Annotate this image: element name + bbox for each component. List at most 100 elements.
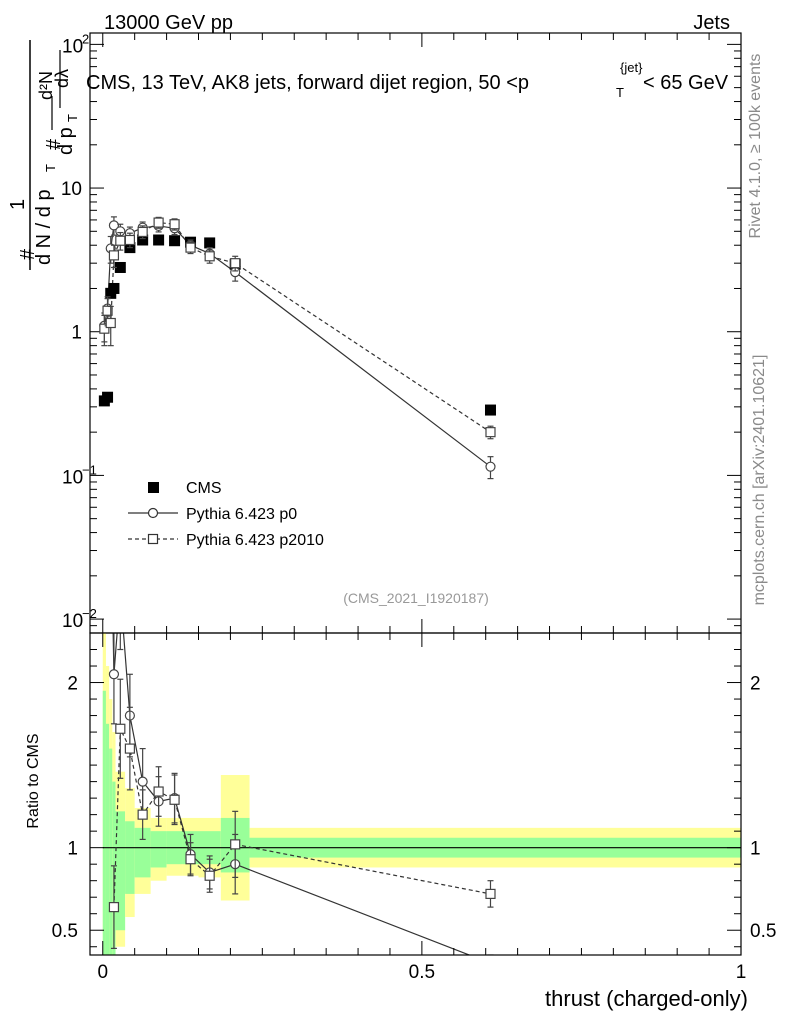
p2010-point <box>185 242 196 253</box>
cms-point <box>102 391 114 403</box>
ratio-p2010-line <box>113 728 491 908</box>
cms-point <box>169 235 181 247</box>
ratio-p2010-point <box>124 743 135 754</box>
ratio-series-points <box>108 587 496 968</box>
p2010-point <box>153 217 164 228</box>
legend-label-p0: Pythia 6.423 p0 <box>186 506 297 523</box>
ratio-p2010-point <box>485 888 496 900</box>
legend-marker-p2010 <box>147 533 159 545</box>
p2010-point <box>108 250 120 261</box>
x-tick-label: 1 <box>736 962 747 983</box>
ratio-y-tick-label: 2 <box>67 674 78 695</box>
main-y-tick-label: 1 <box>71 323 82 344</box>
ratio-y-tick-labels: 0.5 0.5 1 1 2 2 <box>52 674 777 943</box>
analysis-watermark: (CMS_2021_I1920187) <box>343 590 489 606</box>
ylabel-numerator: d²N <box>36 71 56 100</box>
p2010-point <box>102 305 113 316</box>
ratio-y-tick-label-right: 1 <box>750 839 761 860</box>
ratio-p2010-point <box>185 854 196 865</box>
main-y-tick-label: 10 <box>61 179 82 200</box>
legend: CMS Pythia 6.423 p0 Pythia 6.423 p2010 <box>128 480 324 549</box>
green-band-segment <box>109 748 113 955</box>
ratio-p2010-point <box>108 902 120 913</box>
cms-point <box>484 404 496 416</box>
p2010-point <box>115 235 126 246</box>
main-y-tick-exponent: 2 <box>82 31 89 46</box>
green-band-segment <box>125 821 135 894</box>
main-series-points <box>98 216 496 480</box>
ratio-y-tick-label-right: 2 <box>750 674 761 695</box>
category-label: Jets <box>693 12 730 34</box>
mcplots-source-label: mcplots.cern.ch [arXiv:2401.10621] <box>751 355 768 606</box>
cms-point <box>114 261 126 273</box>
energy-label: 13000 GeV pp <box>104 12 233 34</box>
green-band-segment <box>134 827 151 878</box>
ratio-p2010-point <box>137 809 148 820</box>
rivet-version-label: Rivet 4.1.0, ≥ 100k events <box>747 54 764 239</box>
ylabel-dlambda: dλ <box>52 69 72 88</box>
ratio-p2010-point <box>169 794 180 805</box>
ratio-y-tick-label: 1 <box>67 839 78 860</box>
ratio-axis-ticks <box>90 632 742 955</box>
x-tick-label: 0.5 <box>409 962 435 983</box>
main-y-tick-label: 10 <box>62 36 83 57</box>
p2010-line <box>103 221 491 433</box>
title-sub: T <box>616 85 624 100</box>
ylabel-denominator: d N / d p <box>33 189 55 265</box>
title-p: p <box>518 72 529 94</box>
cms-point <box>153 234 165 246</box>
p2010-point <box>230 258 241 269</box>
main-y-tick-exponent: −2 <box>82 606 97 621</box>
p2010-point <box>99 323 110 334</box>
legend-marker-p0 <box>147 507 159 519</box>
p2010-point <box>204 251 215 262</box>
p2010-point <box>124 234 135 246</box>
title-pre: CMS, 13 TeV, AK8 jets, forward dijet reg… <box>86 72 518 94</box>
green-band-segment <box>102 690 106 955</box>
ratio-p0-point <box>137 776 148 787</box>
legend-marker-cms <box>148 482 159 493</box>
main-y-tick-exponent: −1 <box>82 462 97 477</box>
main-axis-ticks <box>90 33 742 634</box>
legend-label-p2010: Pythia 6.423 p2010 <box>186 532 324 549</box>
x-tick-label: 0 <box>97 962 108 983</box>
x-axis-label: thrust (charged-only) <box>545 986 748 1011</box>
ylabel-den2-sub: T <box>65 114 80 122</box>
main-ylabel: # 1 d N / d p T # d p T d²N dλ <box>7 40 80 270</box>
ratio-p2010-point <box>115 723 126 734</box>
ratio-p2010-point <box>153 786 164 797</box>
ratio-panel-frame <box>89 632 742 956</box>
p0-line <box>103 224 491 468</box>
cms-point <box>137 234 149 246</box>
ratio-p0-point <box>486 959 495 968</box>
ratio-ylabel: Ratio to CMS <box>25 733 42 828</box>
chart-title: CMS, 13 TeV, AK8 jets, forward dijet reg… <box>86 72 529 94</box>
main-y-tick-label: 10 <box>62 467 83 488</box>
ratio-p0-point <box>116 587 125 596</box>
ratio-p2010-point <box>230 839 241 850</box>
x-tick-labels: 0 0.5 1 <box>97 962 746 983</box>
ylabel-denominator-sub: T <box>43 164 58 172</box>
ylabel-hash-2: # <box>43 138 65 150</box>
legend-label-cms: CMS <box>186 480 222 497</box>
cms-point <box>204 237 216 249</box>
green-band-segment <box>105 723 110 955</box>
p2010-point <box>105 317 116 329</box>
cms-point <box>108 282 120 294</box>
p2010-point <box>169 219 180 230</box>
ratio-p0-point <box>108 669 120 680</box>
ratio-uncertainty-bands <box>102 633 741 955</box>
green-band-segment <box>115 811 126 931</box>
p2010-point <box>137 226 148 238</box>
ylabel-den2: d p <box>55 127 77 155</box>
green-band-segment <box>150 831 167 868</box>
title-sup: {jet} <box>620 60 643 75</box>
p0-point <box>108 220 120 231</box>
ratio-p2010-point <box>204 870 215 881</box>
ylabel-one: 1 <box>7 199 29 210</box>
ratio-y-tick-label-right: 0.5 <box>750 921 776 942</box>
p2010-point <box>485 427 496 438</box>
ylabel-hash: # <box>17 248 39 260</box>
